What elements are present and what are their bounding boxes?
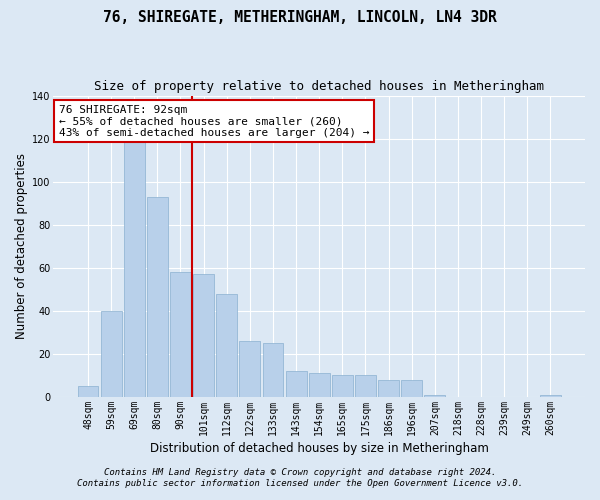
Bar: [378, 380, 399, 397]
Bar: [355, 376, 376, 397]
Bar: [170, 272, 191, 397]
Title: Size of property relative to detached houses in Metheringham: Size of property relative to detached ho…: [94, 80, 544, 93]
Bar: [193, 274, 214, 397]
Bar: [239, 341, 260, 397]
Bar: [401, 380, 422, 397]
Bar: [286, 371, 307, 397]
Bar: [77, 386, 98, 397]
Bar: [124, 128, 145, 397]
Bar: [263, 343, 283, 397]
Bar: [309, 374, 329, 397]
Text: Contains HM Land Registry data © Crown copyright and database right 2024.
Contai: Contains HM Land Registry data © Crown c…: [77, 468, 523, 487]
Bar: [101, 311, 122, 397]
Text: 76, SHIREGATE, METHERINGHAM, LINCOLN, LN4 3DR: 76, SHIREGATE, METHERINGHAM, LINCOLN, LN…: [103, 10, 497, 25]
Bar: [217, 294, 237, 397]
Bar: [147, 197, 168, 397]
X-axis label: Distribution of detached houses by size in Metheringham: Distribution of detached houses by size …: [150, 442, 488, 455]
Y-axis label: Number of detached properties: Number of detached properties: [15, 154, 28, 340]
Bar: [540, 395, 561, 397]
Text: 76 SHIREGATE: 92sqm
← 55% of detached houses are smaller (260)
43% of semi-detac: 76 SHIREGATE: 92sqm ← 55% of detached ho…: [59, 104, 369, 138]
Bar: [424, 395, 445, 397]
Bar: [332, 376, 353, 397]
